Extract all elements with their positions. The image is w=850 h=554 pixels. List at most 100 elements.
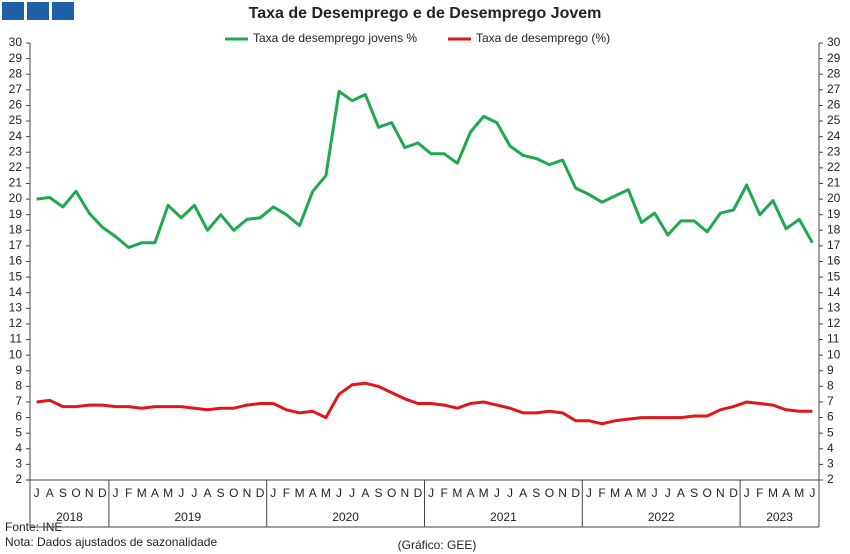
y2-tick-label: 27 xyxy=(827,82,841,96)
x-tick-label: S xyxy=(59,486,67,500)
x-tick-label: M xyxy=(321,486,331,500)
x-tick-label: M xyxy=(163,486,173,500)
x-tick-label: S xyxy=(374,486,382,500)
y-tick-label: 26 xyxy=(9,98,23,112)
y2-tick-label: 13 xyxy=(827,300,841,314)
x-tick-label: N xyxy=(243,486,252,500)
x-tick-label: M xyxy=(794,486,804,500)
x-tick-label: J xyxy=(652,486,658,500)
year-label: 2022 xyxy=(648,510,675,524)
y2-tick-label: 12 xyxy=(827,316,841,330)
y2-tick-label: 23 xyxy=(827,144,841,158)
y-tick-label: 17 xyxy=(9,238,23,252)
y-tick-label: 27 xyxy=(9,82,23,96)
x-tick-label: F xyxy=(125,486,132,500)
x-tick-label: O xyxy=(387,486,396,500)
x-tick-label: J xyxy=(112,486,118,500)
x-tick-label: J xyxy=(586,486,592,500)
y-tick-label: 8 xyxy=(15,379,22,393)
x-tick-label: J xyxy=(809,486,815,500)
y2-tick-label: 2 xyxy=(827,472,834,486)
y2-tick-label: 14 xyxy=(827,285,841,299)
y-tick-label: 25 xyxy=(9,113,23,127)
x-tick-label: A xyxy=(782,486,790,500)
x-tick-label: J xyxy=(349,486,355,500)
x-tick-label: F xyxy=(441,486,448,500)
y-tick-label: 24 xyxy=(9,129,23,143)
x-tick-label: J xyxy=(178,486,184,500)
y-tick-label: 4 xyxy=(15,441,22,455)
y-tick-label: 18 xyxy=(9,222,23,236)
x-tick-label: S xyxy=(690,486,698,500)
year-label: 2020 xyxy=(332,510,359,524)
x-tick-label: J xyxy=(34,486,40,500)
x-tick-label: M xyxy=(610,486,620,500)
x-tick-label: D xyxy=(729,486,738,500)
y-tick-label: 2 xyxy=(15,472,22,486)
x-tick-label: J xyxy=(336,486,342,500)
x-tick-label: N xyxy=(85,486,94,500)
chart-title: Taxa de Desemprego e de Desemprego Jovem xyxy=(249,5,602,22)
credit: (Gráfico: GEE) xyxy=(398,538,477,552)
y2-tick-label: 11 xyxy=(827,332,840,346)
x-tick-label: N xyxy=(716,486,725,500)
y2-tick-label: 20 xyxy=(827,191,841,205)
y-tick-label: 3 xyxy=(15,457,22,471)
logo-square xyxy=(52,2,74,20)
x-tick-label: J xyxy=(744,486,750,500)
y-tick-label: 22 xyxy=(9,160,23,174)
y2-tick-label: 6 xyxy=(827,410,834,424)
y-tick-label: 13 xyxy=(9,300,23,314)
y-tick-label: 10 xyxy=(9,347,23,361)
x-tick-label: A xyxy=(361,486,369,500)
x-tick-label: O xyxy=(229,486,238,500)
x-tick-label: A xyxy=(467,486,475,500)
x-tick-label: M xyxy=(636,486,646,500)
x-tick-label: F xyxy=(598,486,605,500)
x-tick-label: F xyxy=(756,486,763,500)
logo-square xyxy=(2,2,24,20)
x-tick-label: O xyxy=(703,486,712,500)
y-tick-label: 15 xyxy=(9,269,23,283)
x-tick-label: N xyxy=(400,486,409,500)
y-tick-label: 30 xyxy=(9,35,23,49)
y-tick-label: 6 xyxy=(15,410,22,424)
y-tick-label: 9 xyxy=(15,363,22,377)
x-tick-label: A xyxy=(204,486,212,500)
y-tick-label: 19 xyxy=(9,207,23,221)
y2-tick-label: 25 xyxy=(827,113,841,127)
y2-tick-label: 29 xyxy=(827,51,841,65)
x-tick-label: A xyxy=(677,486,685,500)
y2-tick-label: 17 xyxy=(827,238,841,252)
y2-tick-label: 26 xyxy=(827,98,841,112)
x-tick-label: D xyxy=(414,486,423,500)
y2-tick-label: 22 xyxy=(827,160,841,174)
y2-tick-label: 21 xyxy=(827,176,841,190)
series-line xyxy=(36,381,813,426)
y2-tick-label: 30 xyxy=(827,35,841,49)
x-tick-label: F xyxy=(283,486,290,500)
legend-label: Taxa de desemprego jovens % xyxy=(253,31,417,45)
x-tick-label: A xyxy=(309,486,317,500)
y2-tick-label: 10 xyxy=(827,347,841,361)
note: Nota: Dados ajustados de sazonalidade xyxy=(5,535,217,549)
x-tick-label: M xyxy=(452,486,462,500)
y-tick-label: 14 xyxy=(9,285,23,299)
y2-tick-label: 28 xyxy=(827,66,841,80)
x-tick-label: D xyxy=(571,486,580,500)
y-tick-label: 5 xyxy=(15,425,22,439)
y2-tick-label: 15 xyxy=(827,269,841,283)
legend-label: Taxa de desemprego (%) xyxy=(476,31,610,45)
series-line xyxy=(36,89,814,249)
y-tick-label: 7 xyxy=(15,394,22,408)
x-tick-label: J xyxy=(665,486,671,500)
y2-tick-label: 5 xyxy=(827,425,834,439)
x-tick-label: M xyxy=(768,486,778,500)
x-tick-label: O xyxy=(545,486,554,500)
y-tick-label: 29 xyxy=(9,51,23,65)
x-tick-label: A xyxy=(151,486,159,500)
y2-tick-label: 18 xyxy=(827,222,841,236)
year-label: 2021 xyxy=(490,510,517,524)
